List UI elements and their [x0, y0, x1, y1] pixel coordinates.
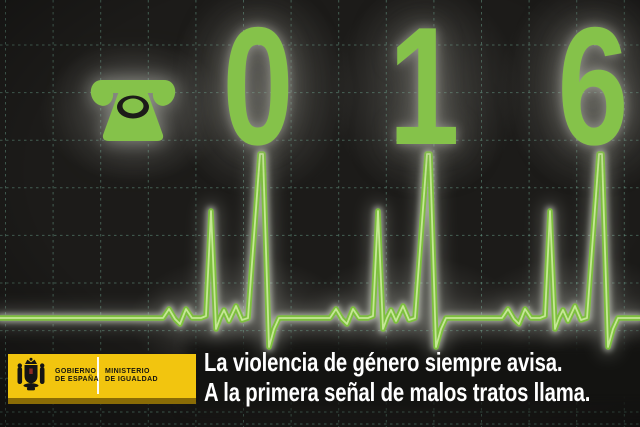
- hotline-digit-0: 0: [222, 0, 294, 180]
- hotline-digit-6: 6: [557, 0, 629, 180]
- coat-of-arms-shield-detail: [29, 368, 33, 374]
- government-badge: GOBIERNO DE ESPAÑA MINISTERIO DE IGUALDA…: [8, 354, 196, 398]
- phone-dial-center: [122, 98, 144, 114]
- badge-divider: [97, 357, 99, 394]
- hotline-digit-1: 1: [388, 0, 460, 180]
- badge-ministry-label: MINISTERIO DE IGUALDAD: [105, 368, 159, 383]
- ecg-line-highlight: [0, 153, 640, 348]
- government-badge-strip: [8, 398, 196, 404]
- spain-coat-of-arms-icon: [17, 357, 45, 391]
- headline-line2: A la primera señal de malos tratos llama…: [204, 377, 591, 407]
- telephone-icon: [88, 74, 178, 144]
- badge-government-label: GOBIERNO DE ESPAÑA: [55, 368, 99, 383]
- headline-line1: La violencia de género siempre avisa.: [204, 347, 563, 377]
